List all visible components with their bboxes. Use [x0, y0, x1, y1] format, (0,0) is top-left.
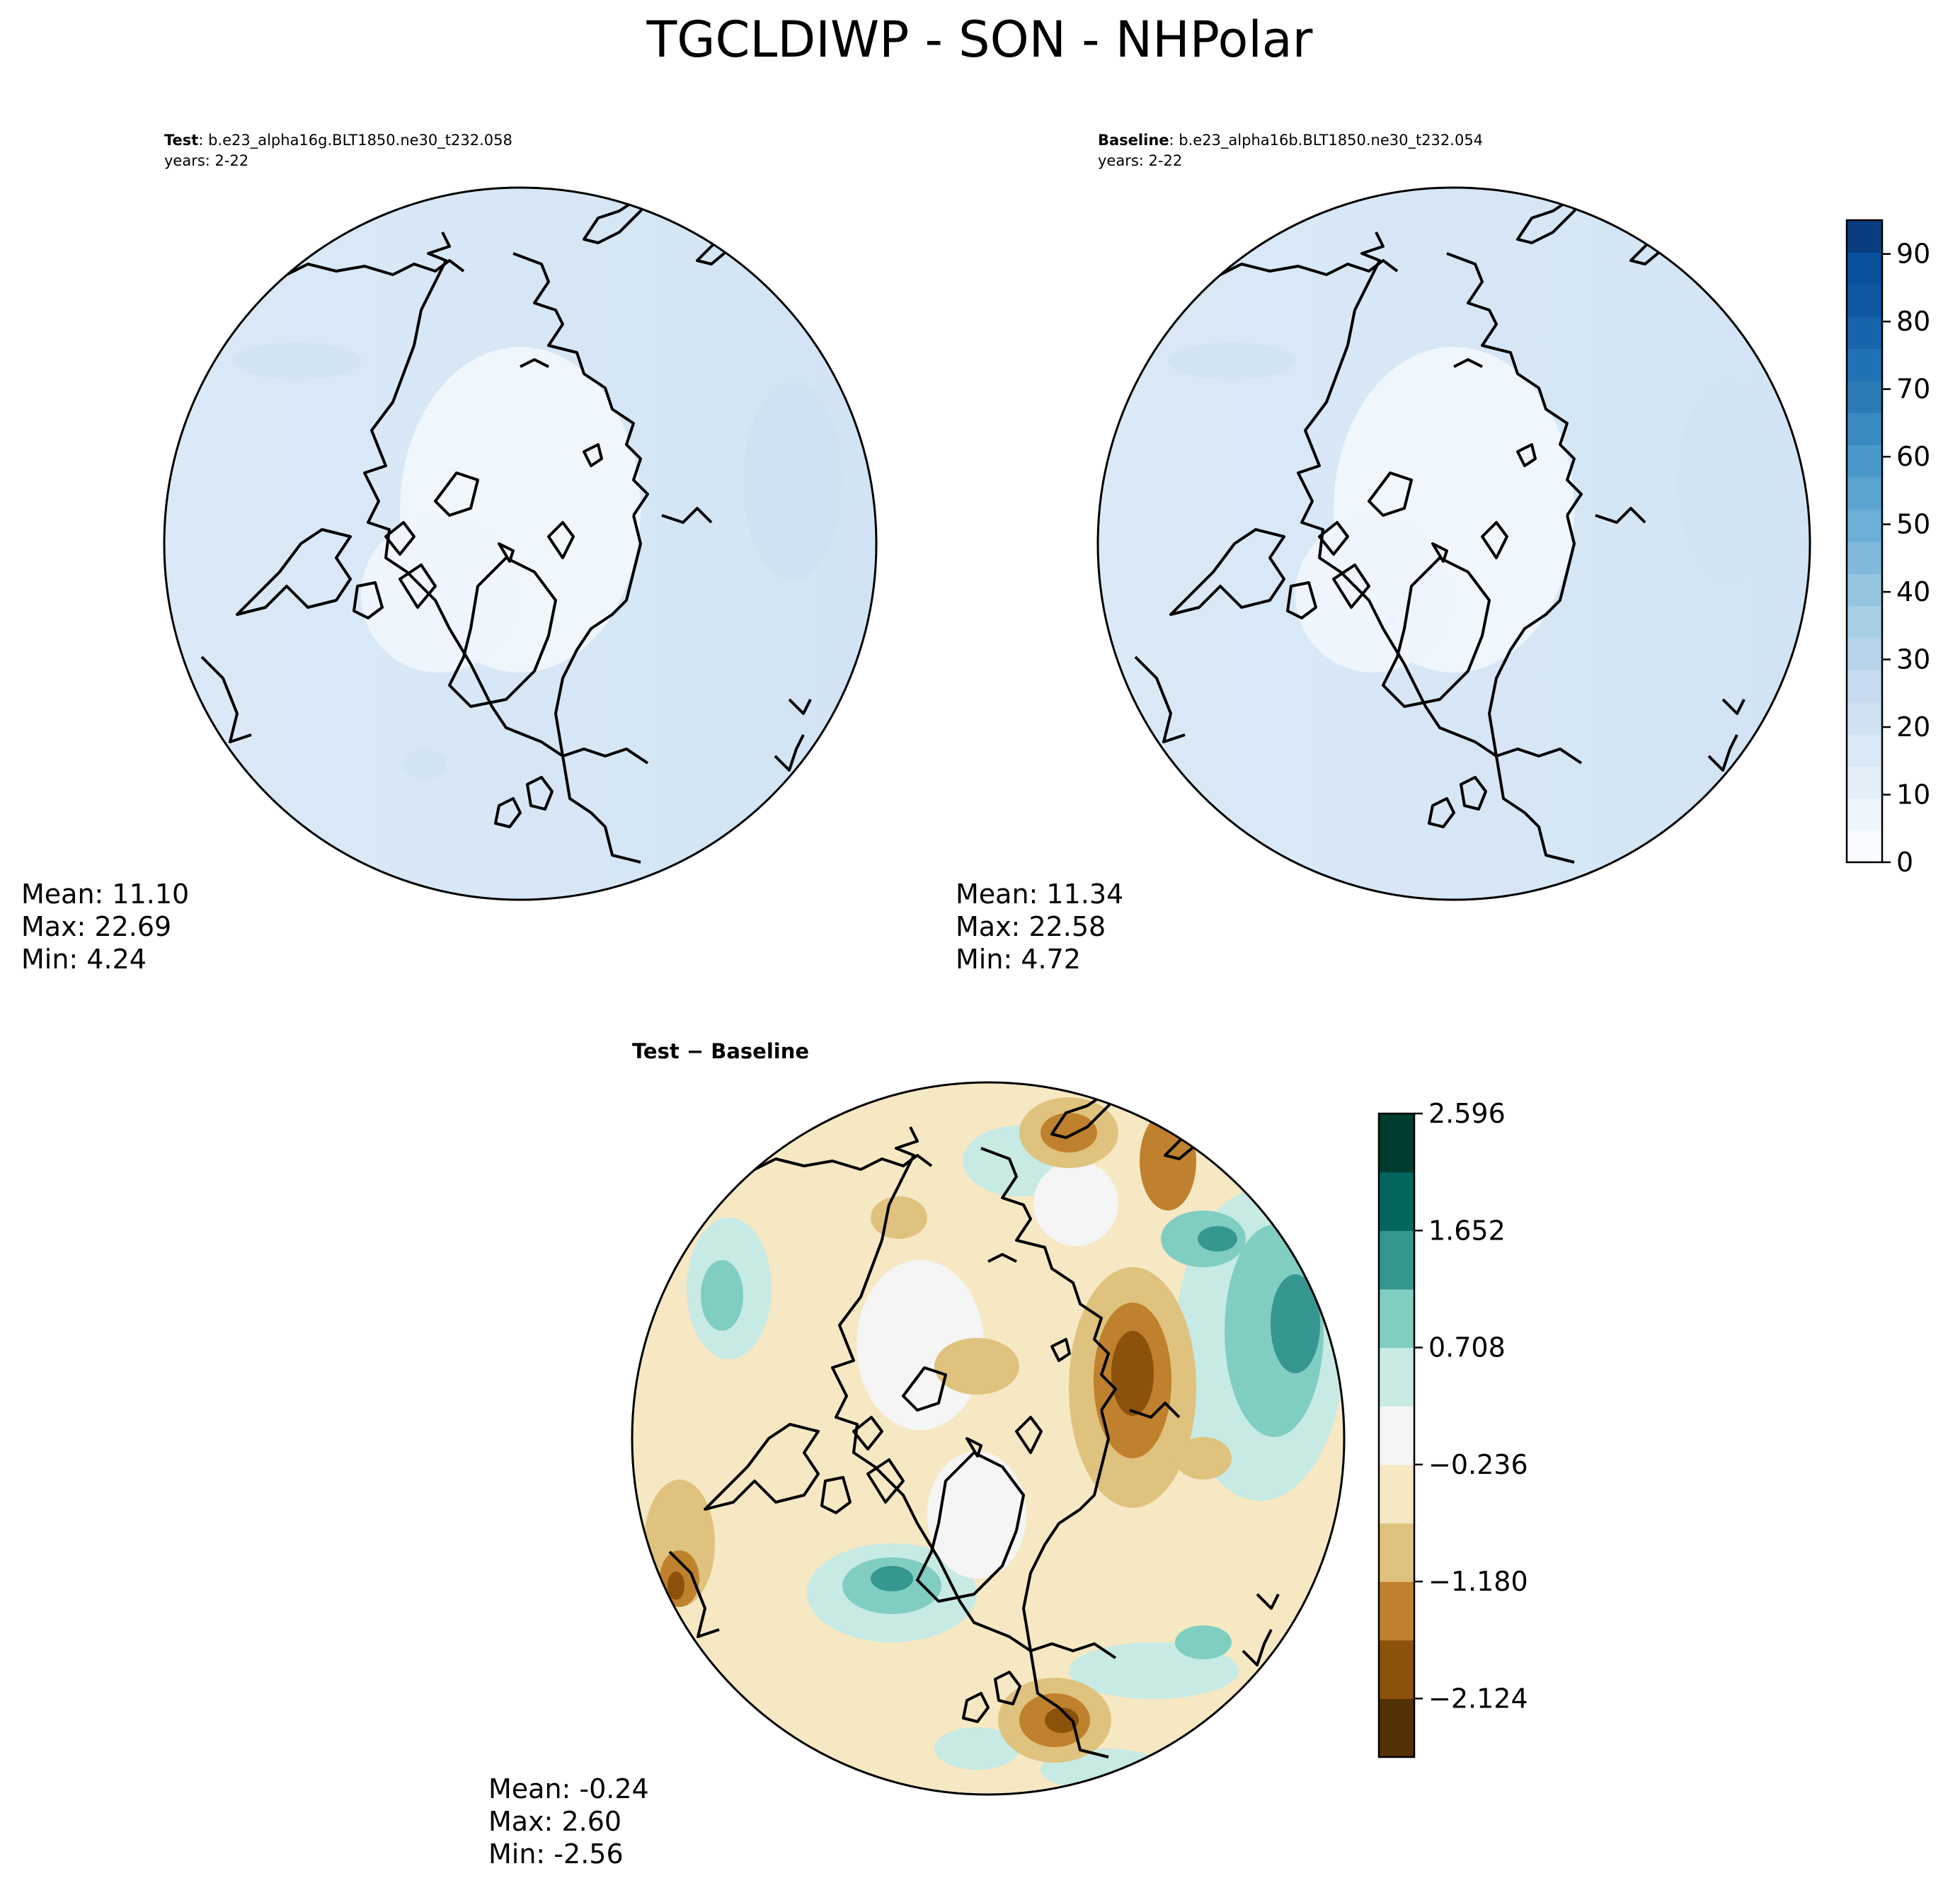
colorbar-absolute-segment [1847, 765, 1882, 799]
panel-baseline-years: years: 2-22 [1098, 152, 1182, 169]
panel-baseline-label-name: Baseline [1098, 132, 1169, 149]
colorbar-absolute-tick-label: 60 [1896, 441, 1930, 472]
colorbar-absolute-segment [1847, 316, 1882, 349]
colorbar-difference-tick-label: −1.180 [1428, 1566, 1528, 1597]
colorbar-absolute-tick-label: 70 [1896, 374, 1930, 405]
panel-baseline-max: Max: 22.58 [956, 911, 1106, 942]
panel-test-label-name: Test [164, 132, 198, 149]
panel-diff-min: Min: -2.56 [488, 1838, 624, 1870]
panel-test-max: Max: 22.69 [21, 911, 171, 942]
colorbar-difference-outline [1377, 1112, 1416, 1758]
colorbar-difference-segment [1379, 1640, 1414, 1699]
colorbar-absolute-segment [1847, 284, 1882, 317]
panel-baseline-label: Baseline: b.e23_alpha16b.BLT1850.ne30_t2… [1098, 132, 1483, 149]
map-test-border [163, 186, 878, 901]
colorbar-absolute-tick-label: 40 [1896, 576, 1930, 607]
colorbar-difference-tick-label: 0.708 [1428, 1332, 1506, 1363]
colorbar-absolute: 0 10 20 30 40 50 60 70 80 90 [1845, 219, 1930, 878]
panel-diff: Test − Baseline [488, 1039, 1346, 1870]
colorbar-absolute-segment [1847, 348, 1882, 382]
colorbar-absolute-tick-label: 50 [1896, 509, 1930, 540]
colorbar-absolute-segment [1847, 413, 1882, 446]
colorbar-absolute-tick-label: 20 [1896, 711, 1930, 743]
panel-baseline-case: : b.e23_alpha16b.BLT1850.ne30_t232.054 [1169, 132, 1484, 149]
colorbar-difference: −2.124 −1.180 −0.236 0.708 1.652 2.596 [1377, 1098, 1528, 1758]
panel-test-years: years: 2-22 [164, 152, 248, 169]
colorbar-absolute-segment [1847, 252, 1882, 285]
panel-diff-max: Max: 2.60 [488, 1806, 621, 1837]
panel-baseline-min: Min: 4.72 [956, 944, 1081, 975]
colorbar-absolute-segment [1847, 220, 1882, 253]
figure-title: TGCLDIWP - SON - NHPolar [646, 11, 1313, 69]
colorbar-absolute-segment [1847, 669, 1882, 702]
colorbar-difference-tick-label: −0.236 [1428, 1449, 1528, 1480]
colorbar-difference-segment [1379, 1172, 1414, 1231]
colorbar-absolute-segment [1847, 637, 1882, 670]
colorbar-difference-segment [1379, 1347, 1414, 1407]
map-baseline [1098, 188, 1810, 900]
colorbar-absolute-segment [1847, 573, 1882, 606]
panel-test-mean: Mean: 11.10 [21, 879, 189, 910]
colorbar-difference-segment [1379, 1406, 1414, 1465]
colorbar-absolute-outline [1845, 219, 1884, 864]
map-baseline-border [1096, 186, 1811, 901]
colorbar-difference-segment [1379, 1698, 1414, 1758]
colorbar-absolute-tick-label: 90 [1896, 239, 1930, 270]
colorbar-difference-segment [1379, 1581, 1414, 1641]
panel-baseline-mean: Mean: 11.34 [956, 879, 1123, 910]
colorbar-difference-segment [1379, 1114, 1414, 1173]
colorbar-absolute-tick-label: 30 [1896, 644, 1930, 675]
panel-baseline: Baseline: b.e23_alpha16b.BLT1850.ne30_t2… [956, 132, 1811, 975]
colorbar-absolute-segment [1847, 702, 1882, 735]
colorbar-absolute-segment [1847, 445, 1882, 478]
colorbar-absolute-segment [1847, 509, 1882, 542]
colorbar-difference-segment [1379, 1288, 1414, 1349]
colorbar-absolute-segment [1847, 733, 1882, 767]
colorbar-absolute-segment [1847, 541, 1882, 574]
colorbar-difference-segment [1379, 1523, 1414, 1582]
colorbar-absolute-segment [1847, 476, 1882, 510]
panel-diff-mean: Mean: -0.24 [488, 1773, 649, 1804]
map-test [164, 188, 876, 900]
panel-test-label: Test: b.e23_alpha16g.BLT1850.ne30_t232.0… [164, 132, 512, 149]
colorbar-difference-tick-label: −2.124 [1428, 1683, 1528, 1714]
colorbar-absolute-tick-label: 10 [1896, 779, 1930, 811]
panel-test: Test: b.e23_alpha16g.BLT1850.ne30_t232.0… [21, 132, 878, 975]
colorbar-absolute-tick-label: 0 [1896, 847, 1913, 878]
colorbar-difference-tick-label: 1.652 [1428, 1215, 1506, 1246]
colorbar-absolute-segment [1847, 380, 1882, 413]
map-diff-border [631, 1081, 1346, 1796]
colorbar-absolute-segment [1847, 605, 1882, 639]
map-diff [632, 1082, 1344, 1795]
colorbar-difference-segment [1379, 1464, 1414, 1524]
colorbar-difference-segment [1379, 1230, 1414, 1290]
panel-test-min: Min: 4.24 [21, 944, 147, 975]
colorbar-absolute-tick-label: 80 [1896, 306, 1930, 337]
colorbar-difference-tick-label: 2.596 [1428, 1098, 1506, 1129]
colorbar-absolute-segment [1847, 798, 1882, 831]
colorbar-absolute-segment [1847, 830, 1882, 863]
panel-test-case: : b.e23_alpha16g.BLT1850.ne30_t232.058 [198, 132, 512, 149]
panel-diff-label: Test − Baseline [632, 1039, 809, 1063]
